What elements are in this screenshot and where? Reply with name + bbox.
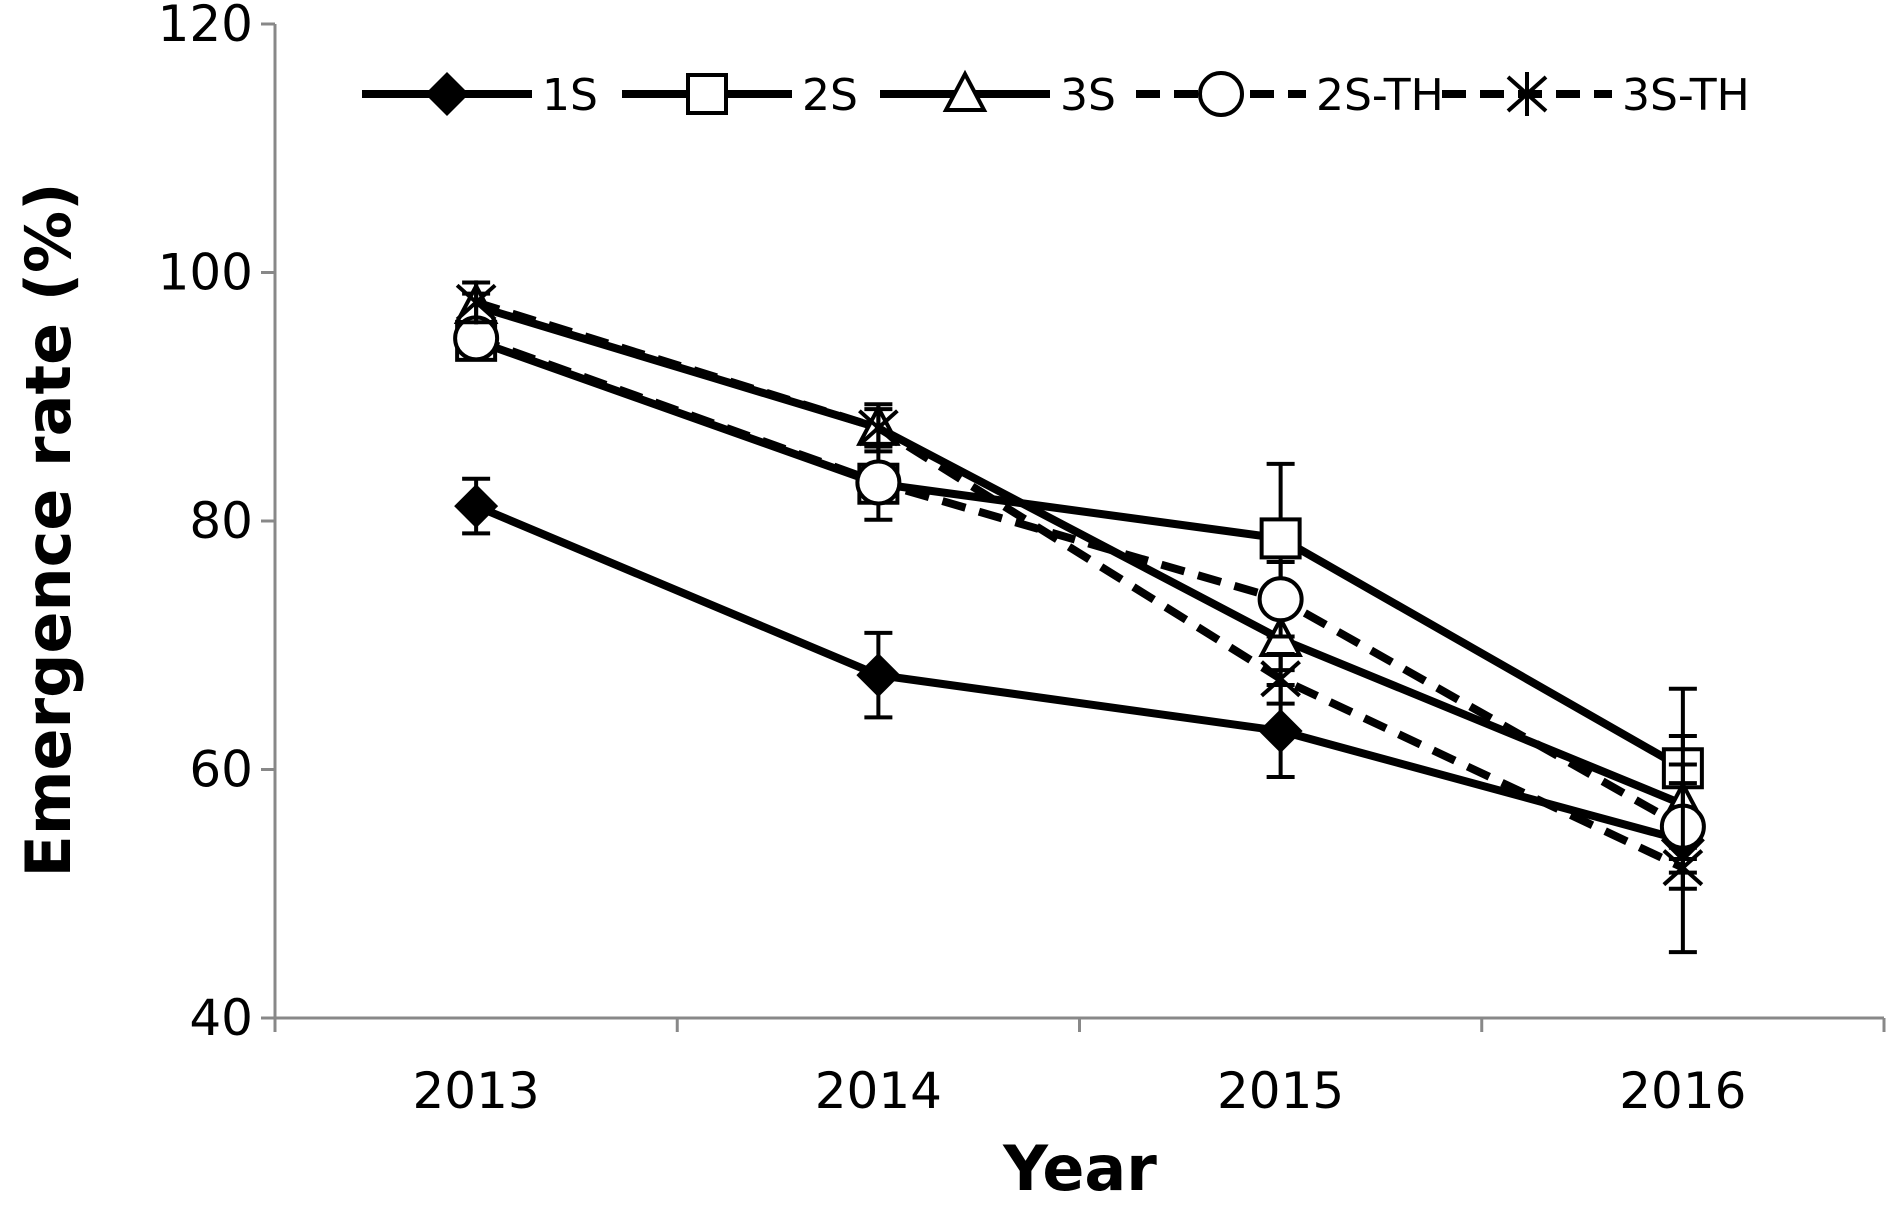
circle-marker <box>1198 71 1244 117</box>
asterisk-stroke <box>1506 75 1548 113</box>
legend: 1S 2S 3S 2S-TH 3S-TH <box>362 69 1750 121</box>
y-tick-label: 80 <box>189 492 253 550</box>
y-tick-label: 100 <box>158 244 253 302</box>
legend-label: 3S-TH <box>1622 70 1750 121</box>
legend-label: 3S <box>1060 70 1116 121</box>
diamond-marker <box>454 484 499 529</box>
asterisk-stroke <box>858 409 899 447</box>
circle-marker <box>855 459 902 506</box>
diamond-marker <box>856 653 901 698</box>
square-marker <box>686 73 728 115</box>
y-tick-label: 60 <box>189 741 253 799</box>
diamond-marker <box>425 72 469 116</box>
x-tick-label: 2014 <box>815 1062 942 1120</box>
x-tick-label: 2015 <box>1217 1062 1344 1120</box>
asterisk-stroke <box>1662 849 1704 887</box>
asterisk-stroke <box>455 283 497 321</box>
series-line <box>474 337 1685 772</box>
square-marker <box>1259 517 1302 560</box>
legend-item-2s-th: 2S-TH <box>1136 70 1444 121</box>
legend-item-3s-th: 3S-TH <box>1442 70 1750 121</box>
y-tick-label: 120 <box>158 0 253 53</box>
y-tick-label: 40 <box>189 989 253 1047</box>
legend-item-3s: 3S <box>880 69 1116 121</box>
y-axis-label: Emergence rate (%) <box>12 182 85 877</box>
series-line <box>474 334 1685 831</box>
legend-label: 2S <box>802 70 858 121</box>
series-3s-th <box>455 280 1704 955</box>
x-tick-label: 2016 <box>1619 1062 1746 1120</box>
asterisk-marker <box>858 405 899 450</box>
series-line <box>474 502 1684 845</box>
asterisk-stroke <box>1260 660 1301 698</box>
circle-marker <box>1257 576 1304 623</box>
asterisk-marker <box>455 280 497 325</box>
series-2s <box>455 319 1704 850</box>
axes: 40 60 80 100 120 2013 2014 2015 2016 <box>158 0 1886 1120</box>
triangle-marker <box>942 69 988 112</box>
asterisk-marker <box>1662 845 1704 890</box>
series-layer <box>453 280 1706 955</box>
asterisk-marker <box>1506 72 1548 116</box>
legend-label: 1S <box>542 70 598 121</box>
legend-item-2s: 2S <box>622 70 858 121</box>
series-2s-th <box>453 315 1706 891</box>
series-line <box>474 298 1685 872</box>
diamond-marker <box>1258 708 1303 753</box>
legend-label: 2S-TH <box>1316 70 1444 121</box>
legend-item-1s: 1S <box>362 70 598 121</box>
x-tick-label: 2013 <box>413 1062 540 1120</box>
x-axis-label: Year <box>1002 1132 1157 1205</box>
asterisk-marker <box>1260 656 1301 701</box>
